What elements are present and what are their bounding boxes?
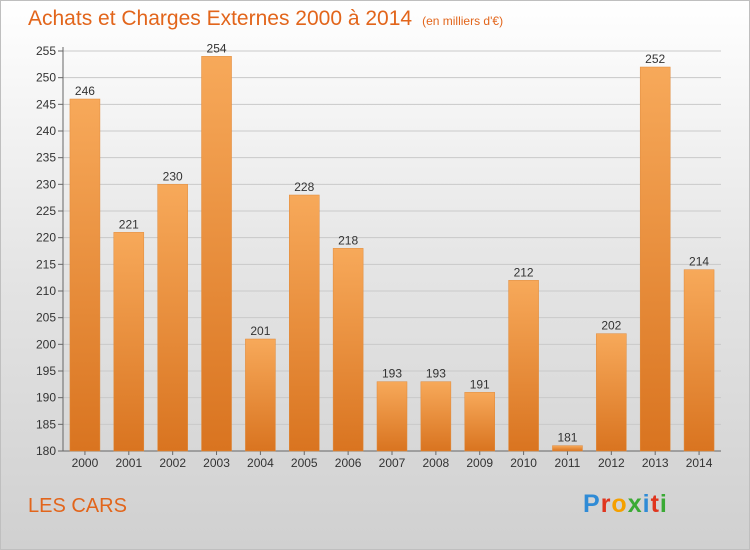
brand-logo: Proxiti (583, 490, 668, 519)
bar-2003 (201, 56, 232, 452)
brand-letter: i (659, 490, 668, 518)
bar-2011 (552, 445, 583, 452)
brand-letter: t (650, 490, 660, 518)
data-label-2005: 228 (294, 180, 314, 194)
data-label-2009: 191 (470, 377, 490, 391)
x-tick-label-2014: 2014 (686, 456, 713, 470)
x-tick-label-2001: 2001 (115, 456, 142, 470)
bar-2014 (683, 269, 715, 452)
bar-2013 (639, 66, 671, 452)
x-tick-label-2009: 2009 (466, 456, 493, 470)
data-label-2007: 193 (382, 367, 402, 381)
y-tick-label: 200 (36, 337, 56, 351)
bar-2001 (113, 232, 145, 452)
y-tick-label: 185 (36, 417, 56, 431)
brand-letter: i (642, 490, 651, 518)
x-tick-label-2008: 2008 (423, 456, 450, 470)
bar-2005 (289, 194, 320, 452)
bar-2010 (508, 280, 539, 452)
data-label-2014: 214 (689, 255, 709, 269)
bar-2007 (376, 381, 408, 452)
x-tick-label-2013: 2013 (642, 456, 669, 470)
x-tick-label-2011: 2011 (555, 456, 581, 470)
brand-letter: x (627, 490, 643, 518)
brand-letter: P (583, 490, 601, 518)
y-tick-label: 225 (36, 204, 56, 218)
place-name: LES CARS (28, 495, 127, 517)
brand-letter: r (600, 490, 612, 518)
y-tick-label: 255 (36, 44, 56, 58)
data-label-2010: 212 (514, 265, 534, 279)
x-tick-label-2004: 2004 (247, 456, 274, 470)
data-label-2001: 221 (119, 217, 139, 231)
y-tick-label: 245 (36, 97, 56, 111)
data-label-2013: 252 (645, 52, 665, 66)
bars (69, 56, 715, 452)
y-tick-label: 210 (36, 284, 56, 298)
bar-2002 (157, 184, 188, 452)
chart-header: Achats et Charges Externes 2000 à 2014 (e… (28, 7, 503, 31)
bar-2004 (245, 338, 276, 452)
y-tick-label: 250 (36, 71, 56, 85)
data-label-2002: 230 (163, 169, 183, 183)
bar-2012 (596, 333, 627, 452)
data-label-2003: 254 (207, 41, 227, 55)
data-label-2008: 193 (426, 367, 446, 381)
bar-2008 (420, 381, 452, 452)
bar-2000 (69, 98, 101, 452)
y-tick-label: 240 (36, 124, 56, 138)
y-tick-label: 215 (36, 257, 56, 271)
x-tick-label-2012: 2012 (598, 456, 625, 470)
bar-2006 (332, 248, 364, 452)
x-tick-label-2003: 2003 (203, 456, 230, 470)
labels: 246 221 230 254 201 228 218 193 193 191 212 181 202 2… (75, 41, 709, 444)
x-tick-label-2005: 2005 (291, 456, 318, 470)
x-tick-label-2002: 2002 (159, 456, 186, 470)
x-tick-label-2006: 2006 (335, 456, 362, 470)
bar-2009 (464, 392, 495, 452)
y-tick-label: 220 (36, 231, 56, 245)
y-tick-label: 205 (36, 311, 56, 325)
axes: 180 185 190 195 200 205 210 215 220 225 230 235 240 2… (36, 44, 721, 470)
x-tick-label-2010: 2010 (510, 456, 537, 470)
chart-unit: (en milliers d'€) (422, 14, 504, 28)
data-label-2012: 202 (601, 319, 621, 333)
x-tick-label-2000: 2000 (72, 456, 99, 470)
y-tick-label: 195 (36, 364, 56, 378)
chart-title: Achats et Charges Externes 2000 à 2014 (28, 7, 413, 30)
data-label-2000: 246 (75, 84, 95, 98)
data-label-2006: 218 (338, 233, 358, 247)
data-label-2011: 181 (557, 431, 577, 445)
brand-letter: o (611, 490, 628, 518)
y-tick-label: 230 (36, 177, 56, 191)
data-label-2004: 201 (250, 324, 270, 338)
y-tick-label: 235 (36, 151, 56, 165)
y-tick-label: 180 (36, 444, 56, 458)
x-tick-label-2007: 2007 (379, 456, 406, 470)
y-tick-label: 190 (36, 391, 56, 405)
